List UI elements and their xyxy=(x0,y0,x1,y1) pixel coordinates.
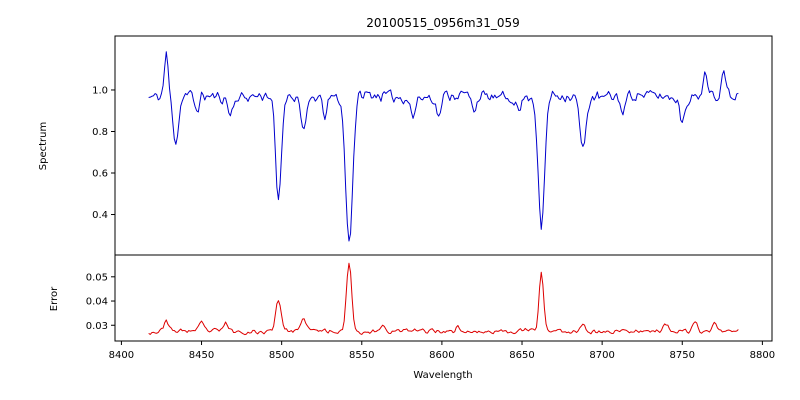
x-tick-label: 8500 xyxy=(269,350,294,361)
x-tick-label: 8550 xyxy=(349,350,374,361)
x-tick-label: 8450 xyxy=(189,350,214,361)
xlabel: Wavelength xyxy=(413,370,472,381)
spectrum-ylabel: Spectrum xyxy=(38,122,49,170)
x-tick-label: 8800 xyxy=(750,350,775,361)
x-tick-label: 8400 xyxy=(109,350,134,361)
error-ylabel: Error xyxy=(49,286,60,311)
spectrum-line xyxy=(148,51,739,242)
y-tick-label: 0.8 xyxy=(92,127,108,138)
x-tick-label: 8700 xyxy=(589,350,614,361)
y-tick-label: 0.05 xyxy=(86,272,108,283)
axes-layer: 0.4 0.6 0.8 1.0 0.03 0.04 0.05 8400 8450 8500 8550… xyxy=(86,35,775,361)
x-tick-label: 8650 xyxy=(509,350,534,361)
x-tick-label: 8750 xyxy=(670,350,695,361)
y-tick-label: 1.0 xyxy=(92,85,108,96)
chart-title: 20100515_0956m31_059 xyxy=(366,16,519,30)
y-tick-label: 0.6 xyxy=(92,169,108,180)
series-layer xyxy=(148,51,739,336)
y-tick-label: 0.04 xyxy=(86,297,108,308)
error-panel-frame xyxy=(114,254,773,342)
error-line xyxy=(148,262,739,336)
y-tick-label: 0.03 xyxy=(86,321,108,332)
y-tick-label: 0.4 xyxy=(92,210,108,221)
x-tick-label: 8600 xyxy=(429,350,454,361)
